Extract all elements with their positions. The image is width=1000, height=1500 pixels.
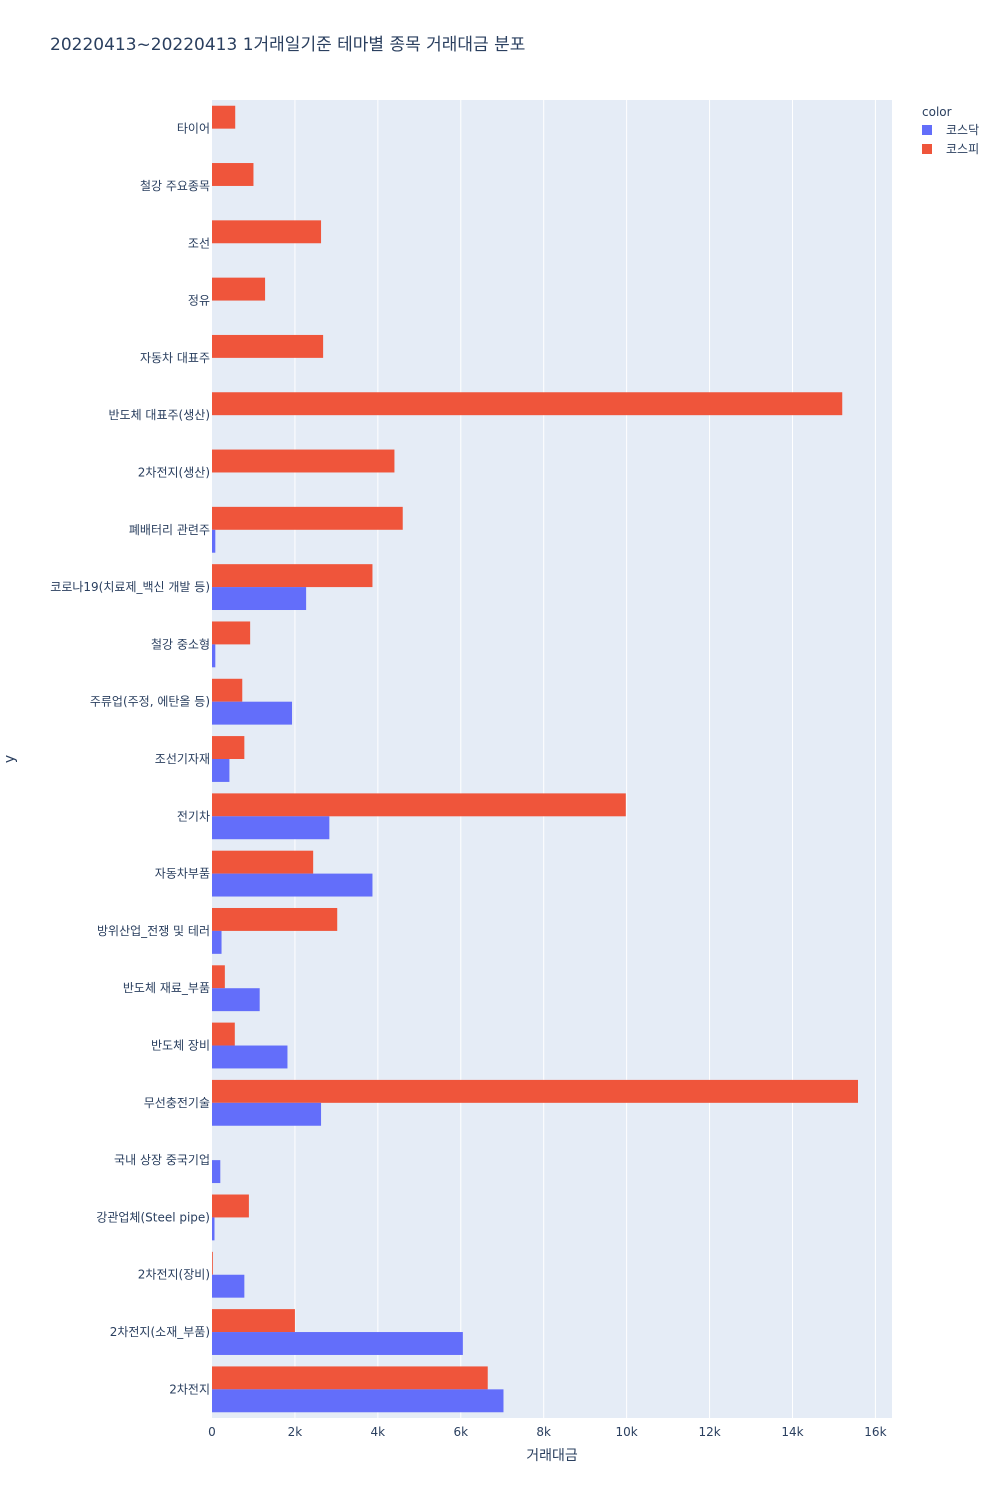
bar-kospi[interactable] — [212, 1366, 488, 1390]
bar-kosdaq[interactable] — [212, 930, 222, 954]
x-tick-label: 16k — [864, 1425, 886, 1439]
bar-kospi[interactable] — [212, 220, 322, 244]
y-tick-label: 방위산업_전쟁 및 테러 — [97, 924, 210, 938]
bar-kospi[interactable] — [212, 334, 324, 358]
bar-kospi[interactable] — [212, 163, 254, 186]
y-tick-label: 반도체 대표주(생산) — [109, 408, 211, 422]
y-tick-label: 자동차부품 — [155, 867, 210, 881]
bar-kosdaq[interactable] — [212, 587, 307, 611]
bar-kosdaq[interactable] — [212, 529, 216, 553]
x-tick-label: 10k — [616, 1425, 638, 1439]
bar-kospi[interactable] — [212, 621, 251, 645]
y-tick-label: 타이어 — [177, 122, 210, 136]
bar-kospi[interactable] — [212, 277, 266, 301]
legend-label[interactable]: 코스닥 — [946, 123, 979, 137]
legend-swatch[interactable] — [922, 125, 932, 135]
bar-kosdaq[interactable] — [212, 988, 260, 1012]
y-tick-label: 폐배터리 관련주 — [129, 523, 210, 537]
bar-kosdaq[interactable] — [212, 1217, 215, 1241]
plot-background — [212, 100, 892, 1418]
y-axis-title: y — [2, 755, 18, 763]
x-tick-label: 2k — [288, 1425, 303, 1439]
y-tick-label: 강관업체(Steel pipe) — [96, 1210, 210, 1224]
bar-kospi[interactable] — [212, 850, 314, 874]
bar-kosdaq[interactable] — [212, 644, 216, 668]
bar-kospi[interactable] — [212, 449, 395, 473]
bar-kospi[interactable] — [212, 1079, 858, 1103]
legend-swatch[interactable] — [922, 144, 932, 154]
y-tick-label: 정유 — [188, 294, 210, 308]
y-tick-label: 국내 상장 중국기업 — [114, 1153, 210, 1167]
bar-kospi[interactable] — [212, 105, 236, 129]
chart-title: 20220413~20220413 1거래일기준 테마별 종목 거래대금 분포 — [50, 35, 525, 55]
y-tick-label: 주류업(주정, 에탄올 등) — [90, 695, 210, 709]
bar-kosdaq[interactable] — [212, 1332, 463, 1355]
y-tick-label: 조선 — [188, 236, 210, 250]
x-tick-label: 12k — [698, 1425, 720, 1439]
x-tick-label: 0 — [208, 1425, 216, 1439]
bars-layer[interactable] — [212, 105, 858, 1413]
bar-kospi[interactable] — [212, 564, 373, 588]
y-tick-label: 전기차 — [177, 809, 210, 823]
bar-kosdaq[interactable] — [212, 1045, 288, 1069]
bar-kospi[interactable] — [212, 1309, 295, 1333]
y-tick-label: 2차전지(장비) — [138, 1268, 210, 1282]
bar-kosdaq[interactable] — [212, 1389, 504, 1413]
bar-kospi[interactable] — [212, 736, 245, 759]
bar-kosdaq[interactable] — [212, 759, 230, 782]
y-tick-label: 철강 중소형 — [151, 637, 210, 651]
bar-kospi[interactable] — [212, 965, 225, 989]
bar-kospi[interactable] — [212, 793, 626, 817]
y-tick-label: 무선충전기술 — [144, 1096, 210, 1110]
y-tick-label: 철강 주요종목 — [140, 179, 210, 193]
bar-kospi[interactable] — [212, 1194, 249, 1218]
grid-layer — [294, 100, 876, 1418]
bar-kospi[interactable] — [212, 907, 338, 931]
legend-title: color — [922, 105, 952, 119]
y-tick-label: 조선기자재 — [155, 752, 210, 766]
bar-kospi[interactable] — [212, 1251, 213, 1275]
bar-kosdaq[interactable] — [212, 701, 293, 725]
bar-kospi[interactable] — [212, 1022, 235, 1046]
y-tick-label: 2차전지 — [169, 1382, 210, 1396]
x-tick-label: 8k — [536, 1425, 551, 1439]
bar-kosdaq[interactable] — [212, 1102, 322, 1126]
bar-kospi[interactable] — [212, 392, 843, 416]
x-tick-label: 4k — [371, 1425, 386, 1439]
bar-kosdaq[interactable] — [212, 873, 373, 897]
bar-kosdaq[interactable] — [212, 816, 330, 840]
x-tick-labels: 0 2k 4k 6k 8k 10k 12k 14k 16k — [208, 1425, 886, 1439]
y-tick-label: 2차전지(생산) — [138, 465, 210, 479]
y-tick-label: 2차전지(소재_부품) — [110, 1325, 210, 1339]
x-tick-label: 6k — [453, 1425, 468, 1439]
legend-label[interactable]: 코스피 — [946, 142, 979, 156]
y-tick-label: 반도체 재료_부품 — [123, 981, 210, 995]
x-tick-label: 14k — [781, 1425, 803, 1439]
y-tick-label: 반도체 장비 — [151, 1039, 210, 1053]
x-axis-title: 거래대금 — [526, 1448, 578, 1464]
y-tick-label: 자동차 대표주 — [140, 351, 210, 365]
bar-kospi[interactable] — [212, 678, 243, 702]
y-tick-label: 코로나19(치료제_백신 개발 등) — [50, 580, 210, 594]
bar-kosdaq[interactable] — [212, 1274, 245, 1298]
bar-kospi[interactable] — [212, 506, 403, 530]
bar-kosdaq[interactable] — [212, 1160, 221, 1184]
